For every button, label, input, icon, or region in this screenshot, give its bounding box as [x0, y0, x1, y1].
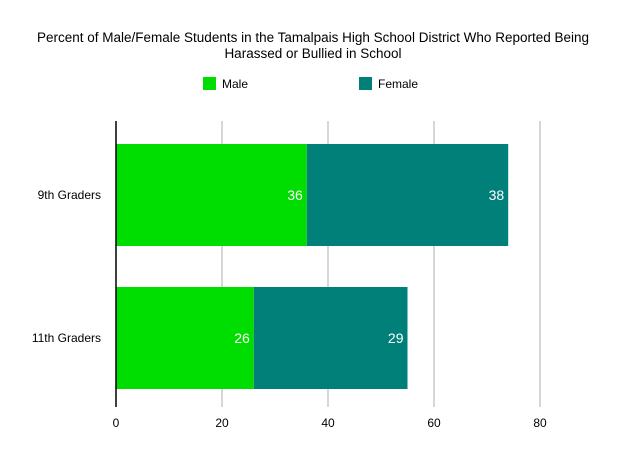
- chart-title: Percent of Male/Female Students in the T…: [37, 30, 589, 61]
- x-tick-label-40: 40: [321, 416, 335, 430]
- data-label-female-11th-graders: 29: [388, 330, 404, 346]
- category-label-11th-graders: 11th Graders: [32, 331, 101, 345]
- chart-title-line-2: Harassed or Bullied in School: [224, 46, 401, 61]
- legend-label-female: Female: [378, 77, 418, 91]
- legend-swatch-female: [359, 77, 372, 90]
- x-tick-label-20: 20: [215, 416, 229, 430]
- legend-label-male: Male: [222, 77, 248, 91]
- bar-male-9th-graders: [116, 144, 307, 246]
- category-labels: 9th Graders 11th Graders: [32, 188, 101, 345]
- bar-male-11th-graders: [116, 287, 254, 389]
- x-tick-label-0: 0: [113, 416, 120, 430]
- category-label-9th-graders: 9th Graders: [38, 188, 101, 202]
- bar-labels: 36 38 26 29: [234, 187, 504, 346]
- bars: [116, 144, 509, 389]
- data-label-male-9th-graders: 36: [287, 187, 303, 203]
- bar-female-11th-graders: [253, 287, 408, 389]
- legend: Male Female: [203, 77, 418, 91]
- x-tick-label-80: 80: [533, 416, 547, 430]
- legend-swatch-male: [203, 77, 216, 90]
- bar-female-9th-graders: [306, 144, 509, 246]
- chart-title-line-1: Percent of Male/Female Students in the T…: [37, 30, 589, 45]
- x-tick-labels: 0 20 40 60 80: [113, 416, 547, 430]
- x-tick-label-60: 60: [427, 416, 441, 430]
- data-label-male-11th-graders: 26: [234, 330, 250, 346]
- data-label-female-9th-graders: 38: [489, 187, 505, 203]
